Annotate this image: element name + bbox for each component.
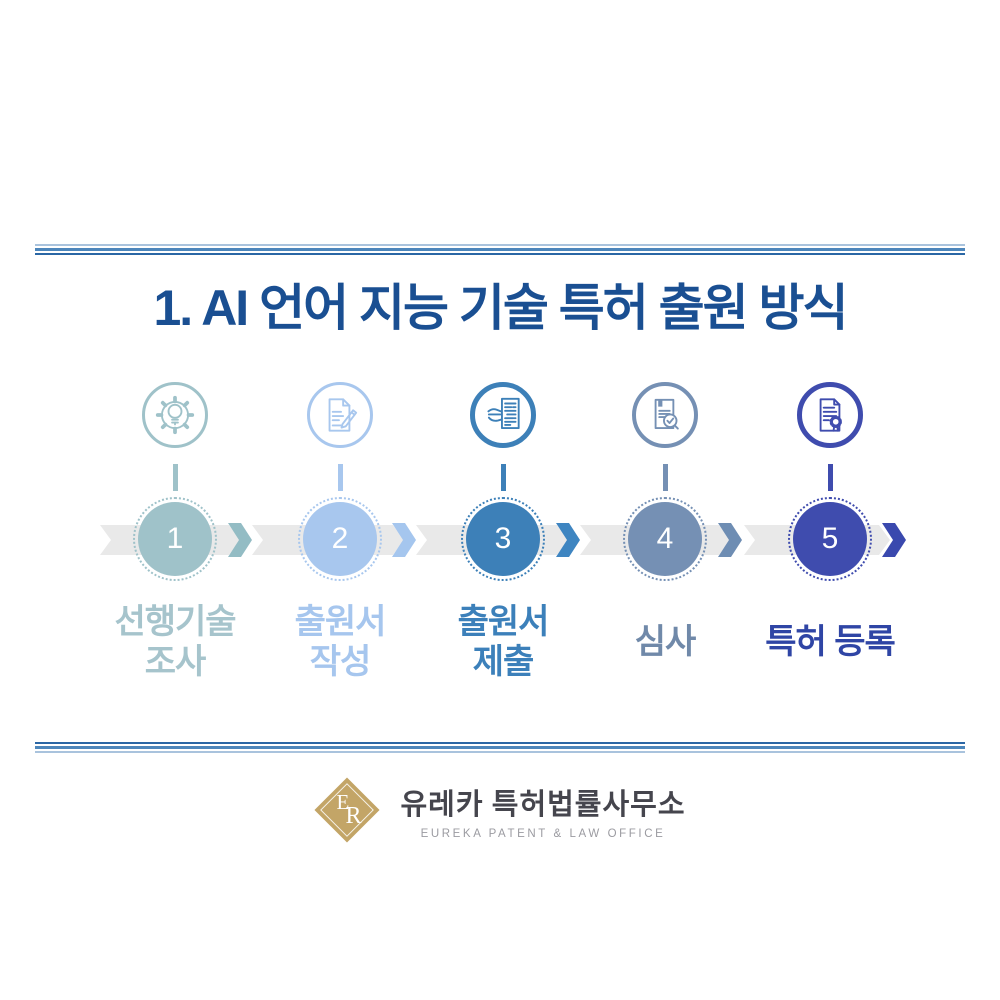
step2-number: 2 bbox=[303, 502, 377, 576]
document-check-icon bbox=[654, 398, 679, 430]
divider-stripe-gap bbox=[35, 749, 965, 751]
step3-icon-circle bbox=[470, 382, 536, 448]
step3-label: 출원서 제출 bbox=[457, 602, 550, 681]
step1-label: 선행기술 조사 bbox=[114, 602, 236, 681]
step1-number-circle: 1 bbox=[133, 497, 217, 581]
step1-icon-circle bbox=[142, 382, 208, 448]
chevron-step5 bbox=[882, 523, 906, 557]
firm-name-korean: 유레카 특허법률사무소 bbox=[400, 788, 686, 821]
step4-connector bbox=[662, 464, 668, 491]
step2-label: 출원서 작성 bbox=[294, 602, 387, 681]
divider-stripe-light bbox=[35, 244, 965, 246]
step2-connector bbox=[337, 464, 343, 491]
step4-number-circle: 4 bbox=[623, 497, 707, 581]
divider-stripe-gap bbox=[35, 251, 965, 253]
document-pencil-icon bbox=[328, 398, 358, 432]
step3-number-circle: 3 bbox=[461, 497, 545, 581]
certificate-icon bbox=[819, 398, 842, 432]
step4-number: 4 bbox=[628, 502, 702, 576]
step3-connector bbox=[500, 464, 506, 491]
step1-connector bbox=[172, 464, 178, 491]
footer-text-block: 유레카 특허법률사무소 EUREKA PATENT & LAW OFFICE bbox=[400, 781, 685, 840]
divider-stripe-gap bbox=[35, 744, 965, 746]
page-title: 1. AI 언어 지능 기술 특허 출원 방식 bbox=[153, 280, 848, 336]
step5-label: 특허 등록 bbox=[765, 622, 896, 661]
chevron-step1 bbox=[228, 523, 252, 557]
bottom-divider-rule bbox=[35, 742, 965, 753]
divider-stripe-dark bbox=[35, 253, 965, 255]
gear-bulb-icon bbox=[155, 395, 195, 435]
step1-number: 1 bbox=[138, 502, 212, 576]
step2-number-circle: 2 bbox=[298, 497, 382, 581]
chevron-step4 bbox=[718, 523, 742, 557]
divider-stripe-gap bbox=[35, 246, 965, 248]
firm-name-english: EUREKA PATENT & LAW OFFICE bbox=[420, 827, 666, 840]
top-divider-rule bbox=[35, 244, 965, 255]
step5-connector bbox=[827, 464, 833, 491]
divider-stripe-mid bbox=[35, 746, 965, 749]
eureka-diamond-logo: E R bbox=[314, 777, 380, 843]
step3-number: 3 bbox=[466, 502, 540, 576]
chevron-step3 bbox=[556, 523, 580, 557]
monogram-letter-r: R bbox=[345, 803, 362, 829]
step4-label: 심사 bbox=[634, 622, 697, 661]
step5-icon-circle bbox=[797, 382, 863, 448]
divider-stripe-mid bbox=[35, 248, 965, 251]
step4-icon-circle bbox=[632, 382, 698, 448]
divider-stripe-dark bbox=[35, 742, 965, 744]
footer-brand: E R 유레카 특허법률사무소 EUREKA PATENT & LAW OFFI… bbox=[0, 770, 1000, 850]
step5-number-circle: 5 bbox=[788, 497, 872, 581]
step5-number: 5 bbox=[793, 502, 867, 576]
divider-stripe-light bbox=[35, 751, 965, 753]
step2-icon-circle bbox=[307, 382, 373, 448]
monogram-letter-e: E bbox=[336, 790, 350, 814]
document-submit-icon bbox=[487, 397, 520, 430]
chevron-step2 bbox=[392, 523, 416, 557]
